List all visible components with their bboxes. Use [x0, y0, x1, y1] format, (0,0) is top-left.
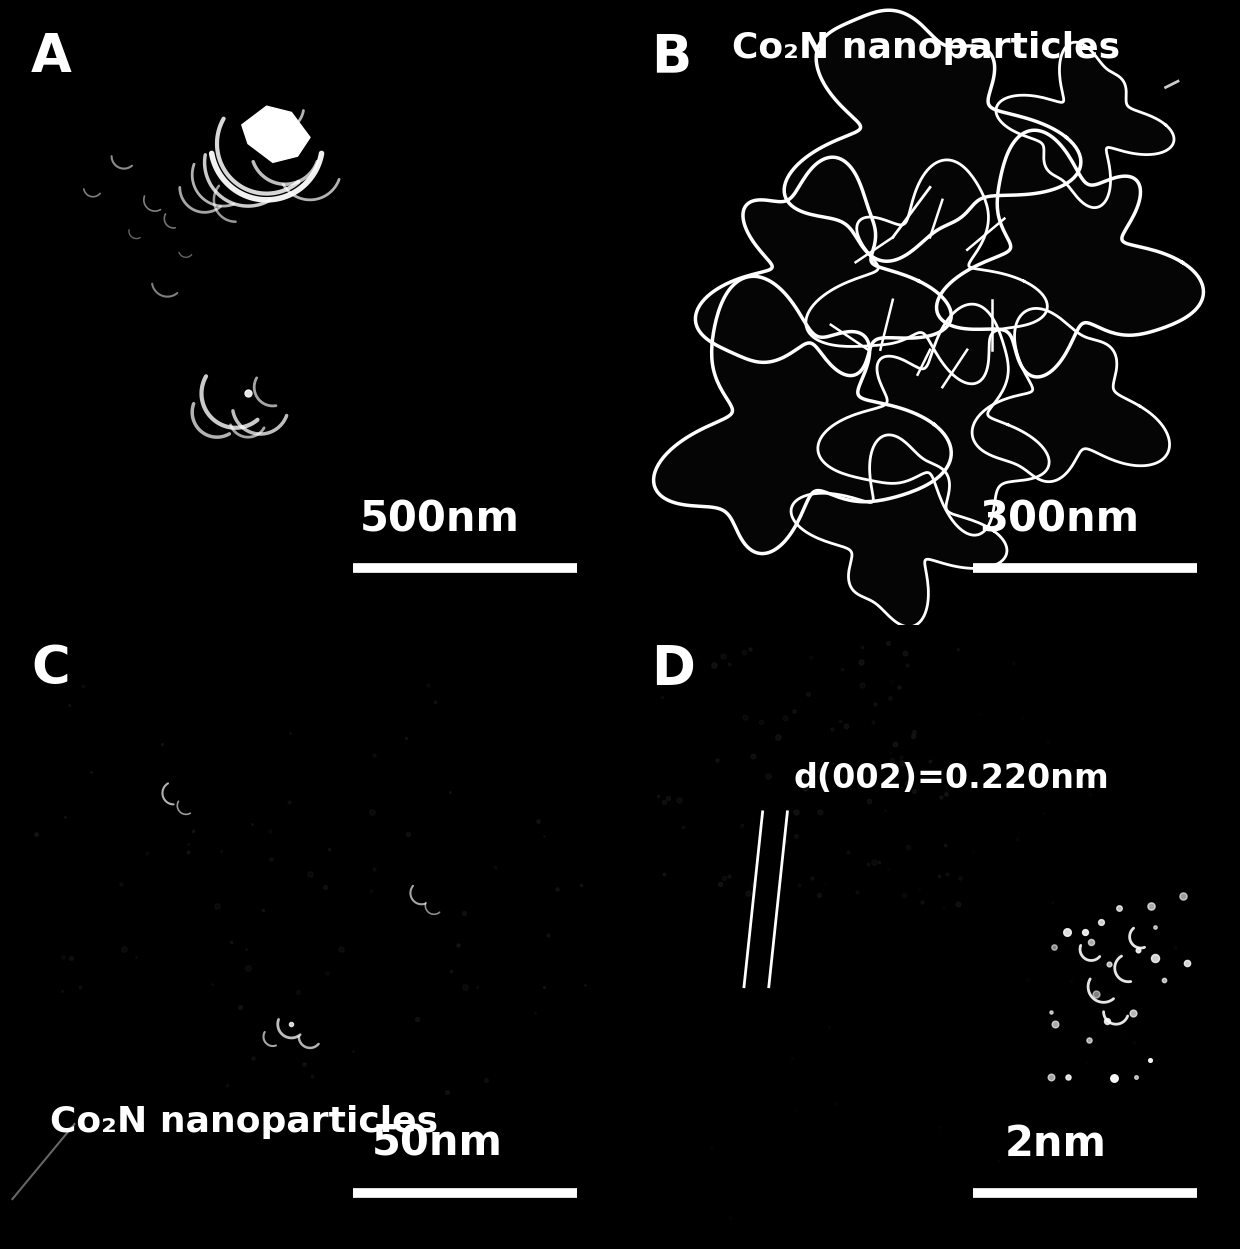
Text: 50nm: 50nm: [372, 1123, 503, 1164]
Polygon shape: [784, 10, 1081, 261]
Text: d(002)=0.220nm: d(002)=0.220nm: [794, 762, 1110, 794]
Text: 500nm: 500nm: [360, 498, 520, 540]
Text: C: C: [31, 643, 69, 696]
Polygon shape: [818, 304, 1049, 535]
Polygon shape: [242, 106, 310, 162]
Polygon shape: [972, 309, 1169, 482]
Text: B: B: [651, 31, 691, 84]
Polygon shape: [996, 42, 1174, 207]
Text: 300nm: 300nm: [980, 498, 1140, 540]
Text: 2nm: 2nm: [1004, 1123, 1106, 1164]
Polygon shape: [936, 130, 1204, 377]
Polygon shape: [696, 157, 951, 376]
Text: Co₂N nanoparticles: Co₂N nanoparticles: [50, 1105, 438, 1139]
Polygon shape: [791, 435, 1007, 627]
Text: A: A: [31, 31, 72, 84]
Text: D: D: [651, 643, 694, 696]
Polygon shape: [653, 276, 951, 553]
Polygon shape: [806, 160, 1048, 383]
Text: Co₂N nanoparticles: Co₂N nanoparticles: [732, 31, 1120, 65]
